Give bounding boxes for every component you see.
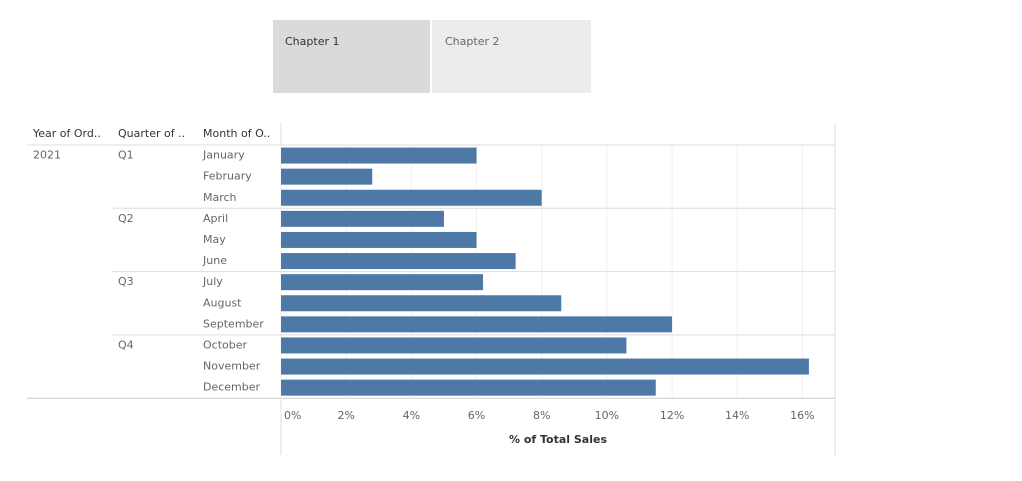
x-tick-label: 6%: [468, 409, 485, 422]
x-tick-label: 16%: [790, 409, 814, 422]
quarter-label: Q1: [118, 149, 134, 162]
y-tick-label: April: [203, 212, 228, 225]
x-tick-label: 12%: [660, 409, 684, 422]
y-tick-label: June: [202, 254, 227, 267]
y-tick-label: July: [202, 275, 223, 288]
quarter-label: Q4: [118, 338, 134, 351]
y-tick-label: November: [203, 360, 261, 373]
bar: [281, 189, 542, 206]
y-tick-label: March: [203, 191, 237, 204]
row-header: Quarter of ..: [118, 127, 185, 140]
year-label: 2021: [33, 149, 61, 162]
x-axis-title: % of Total Sales: [509, 433, 607, 446]
y-tick-label: January: [202, 149, 245, 162]
tab[interactable]: [432, 20, 591, 93]
bar: [281, 274, 484, 291]
tab-label[interactable]: Chapter 2: [445, 35, 499, 48]
x-tick-label: 2%: [337, 409, 354, 422]
bar: [281, 147, 477, 164]
bar: [281, 231, 477, 248]
quarter-label: Q3: [118, 275, 134, 288]
tab-label[interactable]: Chapter 1: [285, 35, 339, 48]
bar: [281, 358, 809, 375]
bar: [281, 337, 627, 354]
quarter-label: Q2: [118, 212, 134, 225]
y-tick-label: December: [203, 381, 261, 394]
y-tick-label: August: [203, 296, 242, 309]
bar: [281, 295, 562, 312]
x-tick-label: 0%: [284, 409, 301, 422]
x-tick-label: 10%: [595, 409, 619, 422]
bar: [281, 379, 656, 396]
bar: [281, 316, 673, 333]
bar: [281, 210, 444, 227]
y-tick-label: February: [203, 170, 252, 183]
bar: [281, 168, 373, 185]
bar: [281, 253, 516, 270]
y-tick-label: May: [203, 233, 226, 246]
x-tick-label: 8%: [533, 409, 550, 422]
x-tick-label: 4%: [403, 409, 420, 422]
tab-active[interactable]: [273, 20, 430, 93]
row-header: Year of Ord..: [32, 127, 101, 140]
y-tick-label: September: [203, 317, 264, 330]
row-header: Month of O..: [203, 127, 270, 140]
x-tick-label: 14%: [725, 409, 749, 422]
y-tick-label: October: [203, 338, 247, 351]
